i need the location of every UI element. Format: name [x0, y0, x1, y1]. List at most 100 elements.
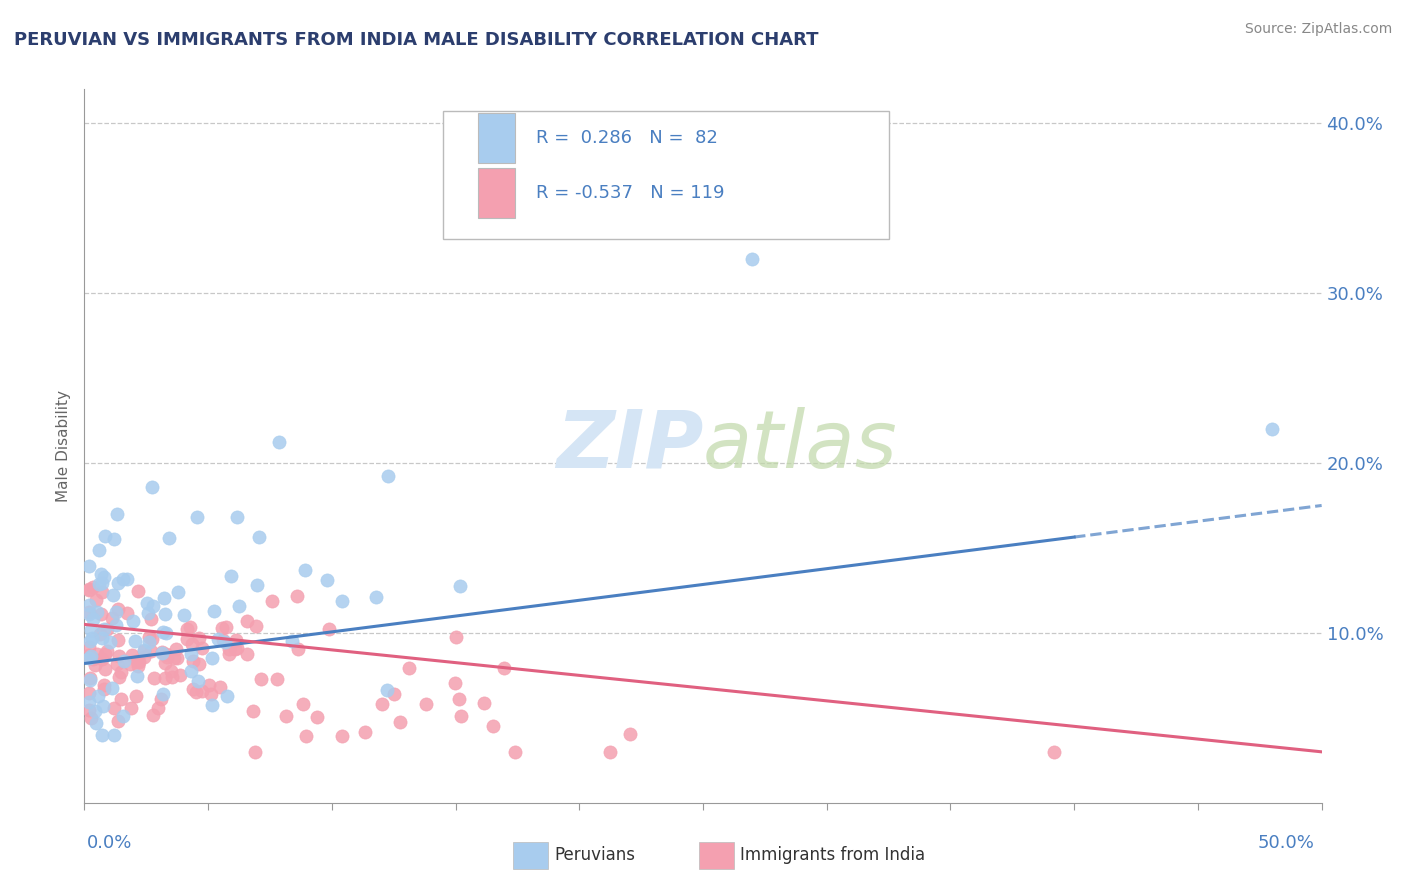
Point — [79, 605, 101, 619]
Point — [132, 644, 155, 658]
Point — [138, 634, 160, 648]
Point — [201, 650, 224, 665]
Point — [142, 671, 165, 685]
Point — [150, 691, 173, 706]
Text: atlas: atlas — [703, 407, 898, 485]
Point — [86, 592, 108, 607]
Point — [112, 654, 135, 668]
Point — [93, 682, 115, 697]
Point — [202, 604, 225, 618]
Point — [141, 644, 163, 658]
Point — [176, 632, 198, 647]
Point — [218, 642, 240, 657]
Point — [120, 700, 142, 714]
Point — [79, 686, 101, 700]
Point — [105, 657, 128, 671]
Point — [82, 581, 104, 595]
Point — [209, 680, 232, 694]
Point — [91, 651, 114, 665]
Point — [146, 701, 169, 715]
Point — [292, 697, 315, 711]
Point — [245, 618, 267, 632]
Point — [266, 672, 288, 686]
Point — [503, 745, 526, 759]
Point — [84, 715, 107, 730]
Point — [179, 619, 201, 633]
Text: 0.0%: 0.0% — [87, 834, 132, 852]
Point — [371, 697, 394, 711]
Point — [366, 591, 388, 605]
Point — [330, 729, 353, 743]
Point — [281, 634, 304, 648]
Point — [87, 543, 110, 558]
Point — [225, 633, 247, 648]
Point — [135, 596, 157, 610]
Point — [142, 707, 165, 722]
Point — [115, 572, 138, 586]
Point — [307, 710, 329, 724]
Point — [90, 728, 112, 742]
Text: 50.0%: 50.0% — [1258, 834, 1315, 852]
Point — [142, 599, 165, 614]
Point — [207, 632, 229, 647]
Point — [388, 715, 411, 730]
Point — [160, 664, 183, 678]
Point — [242, 705, 264, 719]
Point — [150, 645, 173, 659]
Point — [181, 637, 204, 651]
Point — [183, 654, 205, 668]
Point — [226, 510, 249, 524]
Point — [86, 647, 108, 661]
Point — [127, 669, 149, 683]
Point — [398, 661, 420, 675]
Point — [211, 621, 233, 635]
Point — [93, 662, 115, 676]
Point — [180, 664, 202, 678]
Point — [107, 602, 129, 616]
Text: PERUVIAN VS IMMIGRANTS FROM INDIA MALE DISABILITY CORRELATION CHART: PERUVIAN VS IMMIGRANTS FROM INDIA MALE D… — [14, 31, 818, 49]
Point — [153, 591, 176, 605]
Point — [200, 688, 222, 702]
Point — [447, 692, 470, 706]
Point — [101, 588, 124, 602]
Point — [415, 697, 437, 711]
Point — [132, 643, 155, 657]
Point — [100, 611, 122, 625]
Point — [103, 700, 125, 714]
Point — [79, 558, 101, 573]
Point — [155, 657, 177, 671]
Point — [186, 509, 208, 524]
Point — [93, 569, 115, 583]
Point — [226, 641, 249, 656]
Point — [108, 648, 131, 663]
Point — [150, 646, 173, 660]
Point — [138, 630, 160, 644]
Point — [160, 670, 183, 684]
Point — [482, 718, 505, 732]
Point — [115, 606, 138, 620]
Point — [121, 648, 143, 663]
Point — [330, 594, 353, 608]
Text: ZIP: ZIP — [555, 407, 703, 485]
Point — [382, 687, 405, 701]
Point — [96, 622, 118, 636]
Point — [176, 622, 198, 636]
Point — [212, 633, 235, 648]
Point — [619, 727, 641, 741]
Point — [79, 640, 101, 654]
Point — [215, 620, 238, 634]
Text: R =  0.286   N =  82: R = 0.286 N = 82 — [536, 129, 718, 147]
Point — [450, 709, 472, 723]
Point — [127, 584, 149, 599]
Point — [741, 252, 763, 266]
Point — [87, 577, 110, 591]
Point — [201, 698, 224, 713]
Point — [166, 651, 188, 665]
Point — [110, 665, 132, 679]
Point — [599, 745, 621, 759]
Point — [79, 648, 101, 663]
Point — [86, 689, 108, 703]
Y-axis label: Male Disability: Male Disability — [56, 390, 72, 502]
Point — [198, 677, 221, 691]
Point — [79, 607, 101, 621]
